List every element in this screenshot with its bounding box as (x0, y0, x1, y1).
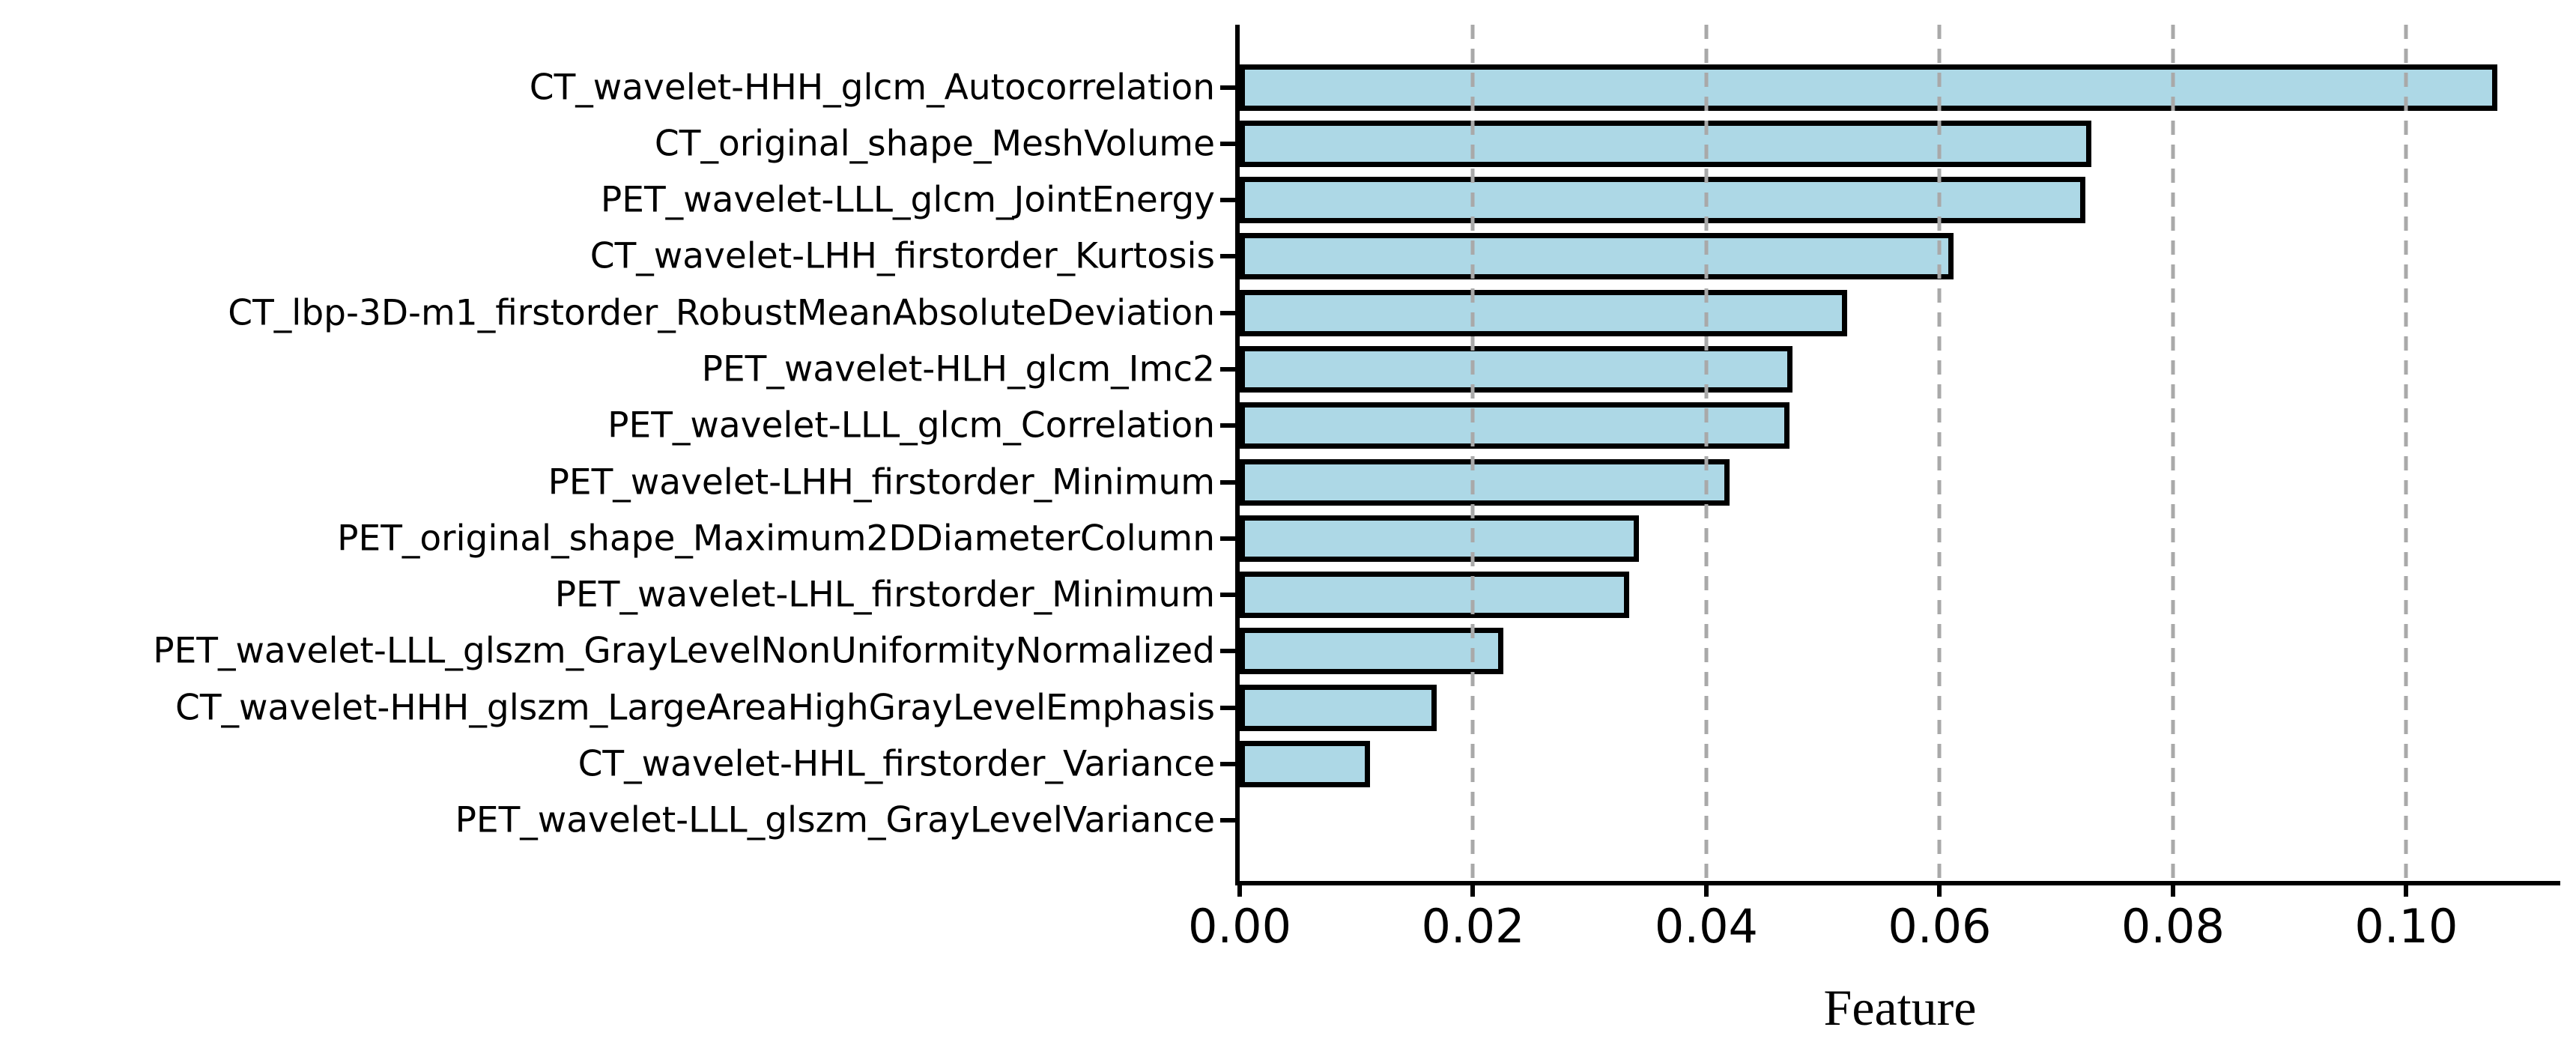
x-tick-label: 0.02 (1421, 899, 1525, 954)
y-tick-label: PET_wavelet-LHL_firstorder_Minimum (554, 574, 1215, 616)
y-tick (1220, 310, 1235, 315)
y-tick (1220, 367, 1235, 372)
y-tick (1220, 705, 1235, 710)
y-tick-label: PET_wavelet-LLL_glcm_Correlation (607, 405, 1215, 446)
bar-row: PET_wavelet-LLL_glszm_GrayLevelVariance (455, 793, 2560, 849)
x-tick-label: 0.04 (1654, 899, 1758, 954)
y-tick (1220, 198, 1235, 203)
bar (1240, 346, 1793, 393)
y-tick-label: PET_wavelet-LHH_firstorder_Minimum (548, 461, 1215, 503)
y-tick-label: CT_wavelet-HHH_glszm_LargeAreaHighGrayLe… (175, 687, 1215, 729)
y-tick (1220, 762, 1235, 767)
bar-row: PET_wavelet-HLH_glcm_Imc2 (702, 341, 2560, 397)
x-tick-label: 0.08 (2121, 899, 2225, 954)
bars-area: CT_wavelet-HHH_glcm_Autocorrelation CT_or… (153, 25, 2560, 881)
bar (1240, 572, 1630, 619)
y-tick-label: PET_wavelet-HLH_glcm_Imc2 (701, 348, 1215, 390)
bar (1240, 741, 1371, 788)
x-tick (2404, 881, 2409, 897)
x-tick-label: 0.00 (1187, 899, 1292, 954)
bar-row: CT_wavelet-HHH_glcm_Autocorrelation (530, 59, 2560, 115)
bar (1240, 120, 2091, 167)
bar (1240, 402, 1789, 449)
y-tick-label: CT_wavelet-HHH_glcm_Autocorrelation (529, 67, 1215, 109)
y-tick-label: CT_wavelet-HHL_firstorder_Variance (578, 743, 1215, 785)
bar-row: CT_original_shape_MeshVolume (655, 115, 2560, 172)
bar-row: PET_wavelet-LHH_firstorder_Minimum (548, 454, 2560, 510)
bar (1240, 458, 1730, 506)
x-tick (1470, 881, 1476, 897)
bar-row: CT_lbp-3D-m1_firstorder_RobustMeanAbsolu… (228, 285, 2560, 341)
x-tick (2170, 881, 2175, 897)
plot-area: CT_wavelet-HHH_glcm_Autocorrelation CT_or… (153, 25, 2560, 1033)
y-tick (1220, 141, 1235, 146)
y-tick (1220, 593, 1235, 598)
y-tick-label: PET_original_shape_Maximum2DDiameterColu… (337, 518, 1215, 560)
bar (1240, 515, 1639, 562)
y-tick-label: CT_original_shape_MeshVolume (654, 123, 1215, 165)
bar-row: PET_wavelet-LLL_glcm_JointEnergy (601, 172, 2560, 228)
y-tick-label: PET_wavelet-LLL_glszm_GrayLevelVariance (455, 799, 1215, 841)
y-tick-label: CT_lbp-3D-m1_firstorder_RobustMeanAbsolu… (228, 292, 1215, 334)
bar (1240, 64, 2497, 111)
bar (1240, 177, 2086, 224)
bar-row: CT_wavelet-LHH_firstorder_Kurtosis (590, 228, 2560, 285)
bar-row: PET_wavelet-LLL_glszm_GrayLevelNonUnifor… (153, 623, 2560, 679)
y-tick (1220, 649, 1235, 654)
x-tick (1237, 881, 1242, 897)
y-tick-label: PET_wavelet-LLL_glcm_JointEnergy (600, 179, 1215, 221)
bar (1240, 289, 1848, 336)
y-tick (1220, 85, 1235, 90)
y-tick (1220, 479, 1235, 485)
y-tick-label: CT_wavelet-LHH_firstorder_Kurtosis (590, 235, 1215, 277)
bar-row: PET_wavelet-LLL_glcm_Correlation (607, 398, 2560, 454)
x-tick-label: 0.10 (2354, 899, 2458, 954)
y-tick (1220, 423, 1235, 428)
x-tick (1937, 881, 1942, 897)
bar (1240, 684, 1437, 731)
y-tick (1220, 818, 1235, 823)
y-tick (1220, 536, 1235, 541)
x-tick-label: 0.06 (1888, 899, 1992, 954)
x-tick (1703, 881, 1709, 897)
y-tick-label: PET_wavelet-LLL_glszm_GrayLevelNonUnifor… (153, 630, 1215, 672)
bar-row: CT_wavelet-HHL_firstorder_Variance (578, 736, 2560, 792)
bar (1240, 233, 1954, 280)
x-axis-title: Feature (1823, 979, 1977, 1036)
y-tick (1220, 254, 1235, 259)
bar-row: PET_wavelet-LHL_firstorder_Minimum (555, 567, 2560, 623)
bar-row: CT_wavelet-HHH_glszm_LargeAreaHighGrayLe… (175, 679, 2560, 736)
bar-row: PET_original_shape_Maximum2DDiameterColu… (337, 510, 2560, 566)
bar (1240, 628, 1503, 675)
